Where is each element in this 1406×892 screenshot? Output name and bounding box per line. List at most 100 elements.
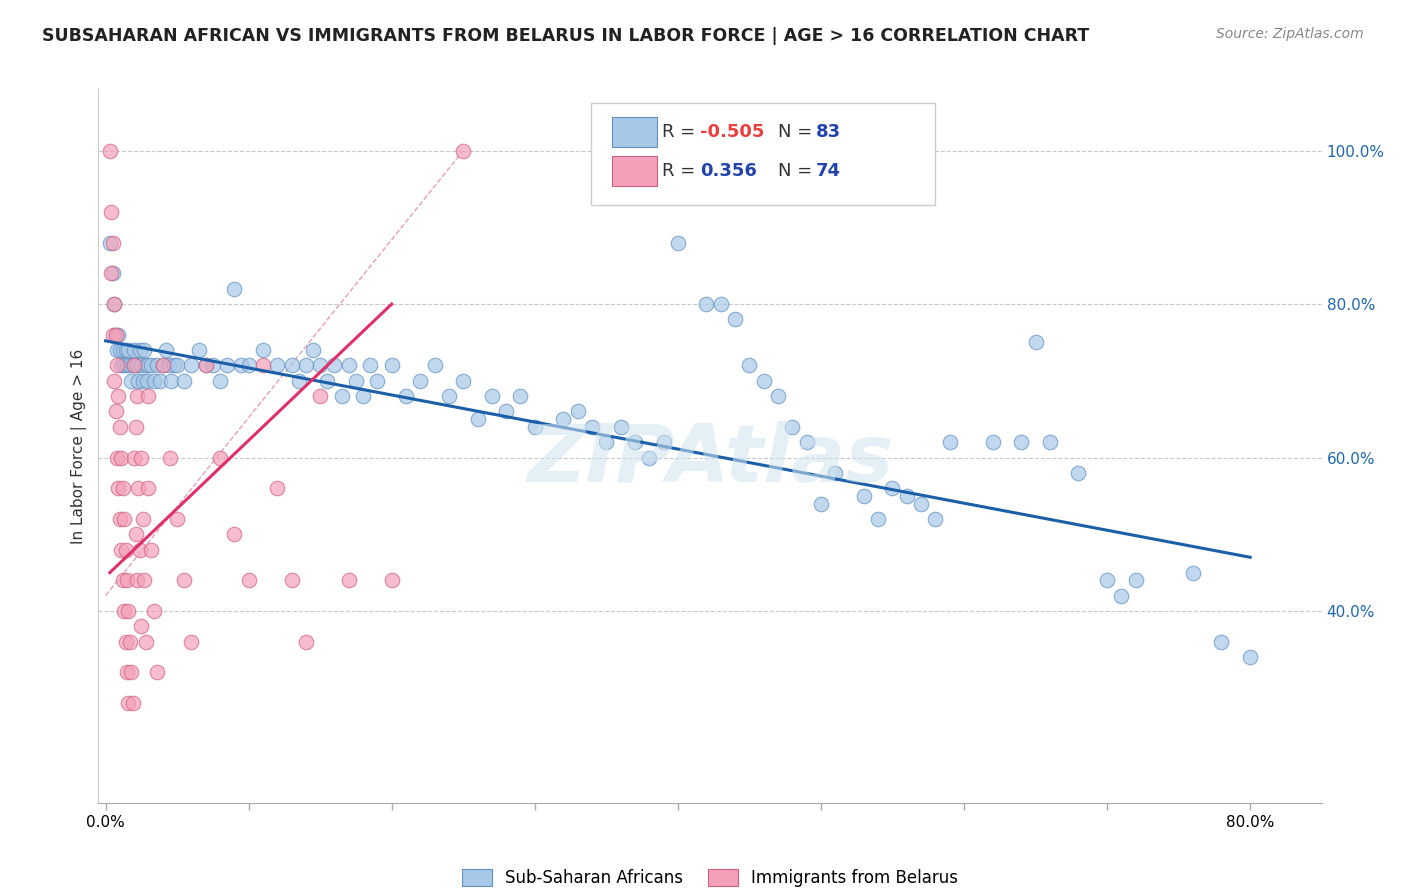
- Point: [344, 374, 367, 388]
- Point: [132, 374, 155, 388]
- Point: [132, 512, 155, 526]
- Point: [129, 542, 152, 557]
- Point: [103, 374, 125, 388]
- Point: [125, 389, 148, 403]
- Point: [451, 374, 474, 388]
- Point: [115, 359, 138, 373]
- Point: [110, 359, 132, 373]
- Point: [134, 574, 156, 588]
- Point: [98, 235, 121, 250]
- Point: [160, 374, 183, 388]
- Point: [138, 359, 160, 373]
- Point: [111, 574, 134, 588]
- Point: [395, 389, 418, 403]
- Point: [924, 512, 946, 526]
- Point: [423, 359, 446, 373]
- Point: [194, 359, 217, 373]
- Point: [252, 359, 274, 373]
- Point: [149, 374, 172, 388]
- Point: [724, 312, 747, 326]
- Point: [127, 481, 149, 495]
- Point: [114, 634, 136, 648]
- Point: [437, 389, 460, 403]
- Point: [143, 604, 166, 618]
- Point: [509, 389, 531, 403]
- Point: [105, 450, 128, 465]
- Point: [98, 144, 121, 158]
- Point: [180, 359, 202, 373]
- Point: [100, 205, 122, 219]
- Point: [666, 235, 689, 250]
- Point: [122, 450, 145, 465]
- Point: [136, 374, 159, 388]
- Point: [108, 419, 131, 434]
- Point: [280, 574, 302, 588]
- Point: [117, 696, 139, 710]
- Point: [553, 412, 575, 426]
- Point: [159, 450, 181, 465]
- Point: [114, 542, 136, 557]
- Point: [638, 450, 661, 465]
- Point: [523, 419, 546, 434]
- Point: [166, 512, 188, 526]
- Point: [882, 481, 904, 495]
- Point: [896, 489, 918, 503]
- Point: [1211, 634, 1233, 648]
- Point: [695, 297, 717, 311]
- Point: [105, 359, 128, 373]
- Point: [1039, 435, 1062, 450]
- Point: [118, 634, 141, 648]
- Point: [100, 266, 122, 280]
- Point: [124, 419, 146, 434]
- Point: [152, 359, 174, 373]
- Point: [295, 634, 318, 648]
- Point: [112, 359, 135, 373]
- Point: [120, 374, 142, 388]
- Point: [738, 359, 761, 373]
- Text: Source: ZipAtlas.com: Source: ZipAtlas.com: [1216, 27, 1364, 41]
- Point: [127, 374, 149, 388]
- Point: [146, 665, 169, 680]
- Point: [1125, 574, 1147, 588]
- Point: [217, 359, 239, 373]
- Point: [131, 359, 153, 373]
- Point: [155, 343, 177, 357]
- Text: ZIPAtlas: ZIPAtlas: [527, 421, 893, 500]
- Point: [114, 343, 136, 357]
- Point: [567, 404, 589, 418]
- Point: [107, 327, 129, 342]
- Point: [1067, 466, 1090, 480]
- Point: [138, 481, 160, 495]
- Point: [111, 481, 134, 495]
- Text: SUBSAHARAN AFRICAN VS IMMIGRANTS FROM BELARUS IN LABOR FORCE | AGE > 16 CORRELAT: SUBSAHARAN AFRICAN VS IMMIGRANTS FROM BE…: [42, 27, 1090, 45]
- Text: 83: 83: [815, 123, 841, 141]
- Point: [131, 450, 153, 465]
- Point: [112, 512, 135, 526]
- Point: [238, 574, 260, 588]
- Text: -0.505: -0.505: [700, 123, 765, 141]
- Point: [796, 435, 818, 450]
- Point: [352, 389, 374, 403]
- Point: [323, 359, 346, 373]
- Point: [295, 359, 318, 373]
- Point: [224, 527, 246, 541]
- Point: [103, 297, 125, 311]
- Text: 0.356: 0.356: [700, 162, 756, 180]
- Point: [201, 359, 224, 373]
- Point: [111, 343, 134, 357]
- Point: [337, 574, 360, 588]
- Point: [252, 343, 274, 357]
- Point: [146, 359, 169, 373]
- Point: [152, 359, 174, 373]
- Point: [173, 374, 195, 388]
- Point: [752, 374, 775, 388]
- Point: [309, 359, 332, 373]
- Point: [101, 266, 124, 280]
- Text: 74: 74: [815, 162, 841, 180]
- Point: [782, 419, 804, 434]
- Point: [481, 389, 503, 403]
- Point: [134, 343, 156, 357]
- Point: [121, 359, 143, 373]
- Point: [280, 359, 302, 373]
- Point: [1024, 335, 1046, 350]
